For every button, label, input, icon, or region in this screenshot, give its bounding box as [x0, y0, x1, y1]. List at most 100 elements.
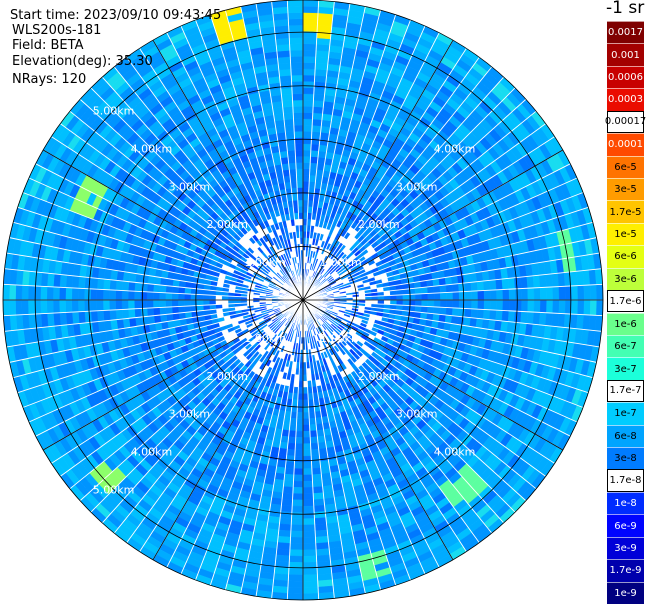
- ppi-cell: [281, 492, 294, 500]
- ppi-cell: [458, 291, 466, 301]
- ppi-cell: [313, 498, 325, 507]
- ppi-cell: [302, 162, 311, 170]
- ppi-cell: [302, 493, 314, 501]
- ppi-cell: [283, 480, 294, 488]
- ppi-cell: [290, 536, 304, 544]
- ppi-cell: [310, 149, 319, 158]
- ppi-cell: [165, 285, 173, 294]
- ppi-cell: [302, 124, 313, 132]
- ppi-cell: [444, 314, 453, 324]
- ppi-cell: [127, 290, 135, 301]
- ppi-cell: [458, 282, 466, 293]
- ppi-cell: [302, 62, 316, 70]
- ppi-cell: [440, 299, 447, 308]
- ppi-cell: [280, 504, 293, 513]
- ppi-cell: [302, 93, 315, 101]
- ppi-cell: [302, 99, 314, 107]
- ppi-cell: [293, 468, 304, 476]
- ppi-cell: [293, 474, 304, 482]
- ppi-cell: [302, 68, 316, 76]
- ppi-cell: [527, 299, 535, 313]
- ppi-cell: [283, 473, 295, 482]
- ppi-cell: [309, 417, 317, 426]
- ppi-cell: [571, 285, 579, 301]
- ppi-cell: [289, 555, 304, 563]
- ppi-cell: [46, 299, 54, 314]
- ppi-cell: [202, 294, 210, 301]
- ppi-cell: [309, 430, 318, 438]
- ppi-cell: [483, 289, 491, 301]
- ppi-cell: [115, 289, 123, 301]
- ppi-cell: [445, 307, 454, 316]
- ppi-cell: [152, 291, 160, 301]
- ppi-cell: [78, 311, 86, 324]
- ppi-cell: [440, 292, 447, 301]
- ppi-cell: [96, 278, 105, 290]
- ppi-cell: [278, 523, 292, 532]
- ppi-cell: [288, 430, 297, 438]
- ppi-cell: [596, 284, 604, 301]
- ppi-cell: [451, 307, 460, 317]
- ppi-cell: [287, 586, 304, 594]
- ppi-cell: [489, 309, 497, 321]
- ppi-cell: [507, 310, 516, 323]
- ppi-cell: [115, 299, 123, 311]
- ppi-cell: [40, 299, 48, 314]
- ppi-cell: [514, 310, 522, 324]
- ppi-cell: [287, 593, 304, 601]
- ppi-cell: [71, 287, 79, 301]
- ppi-cell: [315, 56, 329, 65]
- ppi-cell: [292, 493, 304, 501]
- ppi-cell: [21, 299, 29, 315]
- ppi-cell: [302, 37, 317, 45]
- ppi-cell: [65, 311, 74, 326]
- ppi-cell: [209, 294, 216, 301]
- ppi-cell: [311, 125, 322, 133]
- ppi-cell: [470, 308, 478, 319]
- ppi-cell: [302, 206, 309, 213]
- ppi-cell: [171, 306, 179, 314]
- ppi-cell: [302, 505, 315, 513]
- ppi-cell: [109, 279, 117, 291]
- ppi-cell: [102, 299, 110, 311]
- ppi-cell: [311, 131, 321, 139]
- ppi-cell: [52, 299, 60, 314]
- ppi-cell: [302, 512, 315, 519]
- ppi-cell: [289, 543, 304, 551]
- ppi-cell: [433, 285, 441, 294]
- ppi-cell: [314, 68, 328, 77]
- ppi-cell: [302, 81, 315, 88]
- ppi-cell: [312, 480, 323, 488]
- ppi-cell: [433, 306, 441, 315]
- ppi-cell: [533, 287, 541, 301]
- ppi-cell: [115, 309, 123, 320]
- ppi-cell: [279, 517, 292, 525]
- ppi-cell: [184, 293, 191, 301]
- ppi-cell: [140, 282, 148, 293]
- ppi-cell: [310, 448, 320, 457]
- ppi-cell: [312, 106, 324, 114]
- ppi-cell: [514, 276, 522, 290]
- ppi-cell: [302, 574, 318, 582]
- ppi-cell: [159, 299, 166, 308]
- ppi-cell: [296, 412, 304, 419]
- ppi-cell: [313, 511, 327, 519]
- ppi-cell: [439, 306, 447, 316]
- ppi-cell: [314, 75, 327, 83]
- ppi-cell: [177, 293, 185, 301]
- ppi-cell: [302, 424, 311, 432]
- ppi-cell: [27, 285, 35, 301]
- ppi-cell: [526, 275, 535, 289]
- ppi-cell: [402, 294, 410, 301]
- ppi-cell: [427, 292, 435, 301]
- ppi-cell: [315, 542, 330, 550]
- ppi-cell: [285, 461, 295, 469]
- ppi-cell: [302, 580, 319, 588]
- ppi-cell: [291, 518, 304, 526]
- ppi-cell: [312, 100, 325, 108]
- ppi-cell: [309, 424, 317, 432]
- ppi-cell: [545, 273, 553, 288]
- ppi-cell: [52, 286, 60, 301]
- ppi-cell: [546, 286, 554, 301]
- ppi-cell: [415, 293, 422, 301]
